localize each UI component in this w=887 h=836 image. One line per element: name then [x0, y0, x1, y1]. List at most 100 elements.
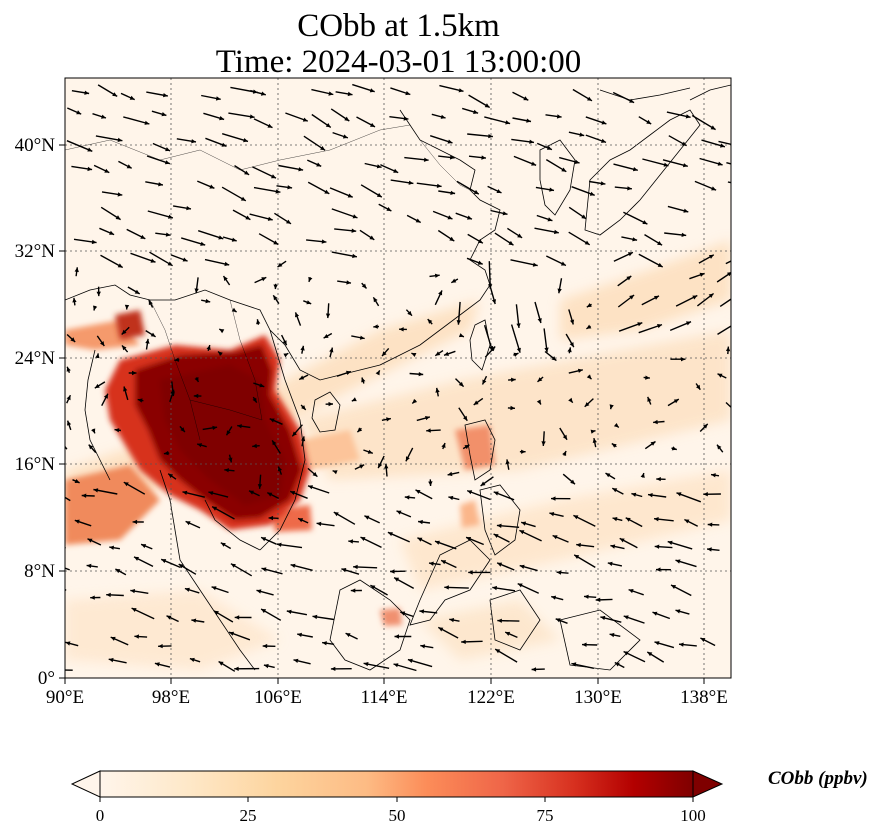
wind-arrow-head: [231, 237, 237, 242]
wind-vectors: [65, 83, 745, 672]
wind-arrow-head: [461, 639, 466, 644]
wind-arrow-head: [556, 114, 562, 119]
wind-arrow-head: [312, 472, 318, 477]
wind-arrow-head: [145, 338, 150, 344]
wind-arrow-head: [261, 537, 267, 542]
wind-arrow-head: [223, 276, 228, 281]
wind-arrow-head: [252, 397, 257, 403]
wind-arrow-head: [685, 114, 691, 119]
wind-arrow-head: [614, 662, 620, 667]
wind-arrow-head: [126, 164, 132, 169]
wind-arrow-head: [671, 585, 676, 589]
wind-arrow-head: [261, 609, 267, 614]
wind-arrow-head: [562, 434, 567, 440]
wind-arrow-head: [642, 220, 648, 225]
wind-arrow-head: [140, 234, 146, 239]
wind-arrow-head: [123, 386, 128, 392]
wind-arrow-head: [444, 351, 449, 356]
wind-arrow-head: [163, 93, 168, 98]
wind-arrow-head: [347, 193, 353, 198]
wind-arrow-head: [740, 255, 745, 259]
wind-arrow-head: [511, 377, 516, 382]
wind-arrow: [510, 324, 521, 353]
wind-arrow-head: [560, 261, 566, 266]
map-area: [65, 78, 745, 678]
wind-arrow-head: [484, 103, 490, 108]
wind-arrow-head: [219, 329, 225, 334]
wind-arrow-head: [219, 116, 225, 121]
wind-arrow-head: [290, 563, 296, 568]
wind-arrow-head: [576, 542, 581, 548]
wind-arrow-head: [609, 404, 614, 410]
wind-arrow-head: [601, 138, 606, 143]
wind-arrow-head: [619, 538, 625, 543]
wind-arrow-head: [434, 273, 440, 278]
wind-arrow-head: [240, 196, 246, 201]
wind-arrow-head: [249, 490, 254, 495]
wind-arrow-head: [700, 638, 706, 642]
wind-arrow-head: [441, 443, 446, 448]
wind-arrow-head: [271, 174, 276, 179]
wind-arrow-head: [81, 493, 87, 498]
wind-arrow-head: [66, 366, 71, 372]
wind-arrow-head: [184, 587, 190, 592]
colorbar-tick: 50: [389, 806, 406, 825]
wind-arrow-head: [428, 481, 433, 486]
wind-arrow-head: [324, 189, 330, 194]
wind-arrow-head: [168, 473, 174, 479]
wind-arrow-head: [316, 521, 322, 527]
wind-arrow-head: [429, 561, 434, 566]
wind-arrow-head: [605, 473, 611, 478]
wind-arrow-head: [493, 534, 499, 538]
wind-arrow-head: [496, 523, 502, 528]
wind-arrow-head: [262, 643, 268, 649]
wind-arrow-head: [359, 464, 365, 469]
wind-arrow-head: [652, 611, 658, 616]
wind-arrow-head: [308, 485, 313, 490]
wind-arrow-head: [178, 564, 184, 569]
wind-arrow-head: [408, 180, 414, 185]
wind-arrow-head: [91, 239, 97, 245]
wind-arrow-head: [299, 375, 305, 380]
wind-arrow-head: [447, 215, 453, 220]
wind-arrow-head: [418, 372, 424, 377]
wind-arrow-head: [628, 589, 634, 594]
wind-arrow-head: [93, 488, 99, 493]
wind-arrow-head: [684, 519, 690, 524]
wind-arrow-head: [87, 147, 93, 152]
wind-arrow-head: [467, 490, 473, 495]
wind-arrow-head: [463, 415, 468, 421]
wind-arrow-head: [448, 495, 454, 501]
wind-arrow-head: [363, 662, 369, 667]
wind-arrow-head: [364, 515, 370, 520]
wind-arrow-head: [571, 662, 577, 667]
wind-arrow-head: [273, 295, 278, 301]
wind-arrow-head: [467, 215, 472, 220]
wind-arrow-head: [609, 632, 615, 638]
wind-arrow-head: [626, 276, 632, 281]
wind-arrow-head: [352, 253, 357, 259]
wind-arrow-head: [592, 438, 597, 443]
wind-arrow-head: [301, 405, 306, 410]
colorbar-tick: 0: [96, 806, 105, 825]
wind-arrow-head: [87, 166, 93, 172]
wind-arrow-head: [657, 241, 663, 246]
x-tick-label: 130°E: [574, 687, 622, 708]
wind-arrow-head: [574, 159, 580, 164]
x-tick-label: 98°E: [152, 687, 190, 708]
colorbar: 0 25 50 75 100: [70, 770, 724, 825]
wind-arrow-head: [320, 146, 326, 151]
wind-arrow-head: [205, 298, 211, 304]
wind-arrow-head: [435, 540, 440, 545]
wind-arrow: [65, 589, 67, 591]
wind-arrow-head: [625, 517, 631, 522]
wind-arrow-head: [653, 419, 658, 425]
wind-arrow-head: [345, 633, 351, 638]
wind-arrow-head: [182, 257, 188, 262]
wind-arrow-head: [411, 353, 417, 357]
wind-arrow-head: [720, 143, 725, 148]
wind-arrow-head: [134, 289, 140, 294]
wind-arrow-head: [283, 353, 289, 358]
y-tick-label: 0°: [38, 668, 55, 689]
wind-arrow-head: [72, 297, 77, 303]
